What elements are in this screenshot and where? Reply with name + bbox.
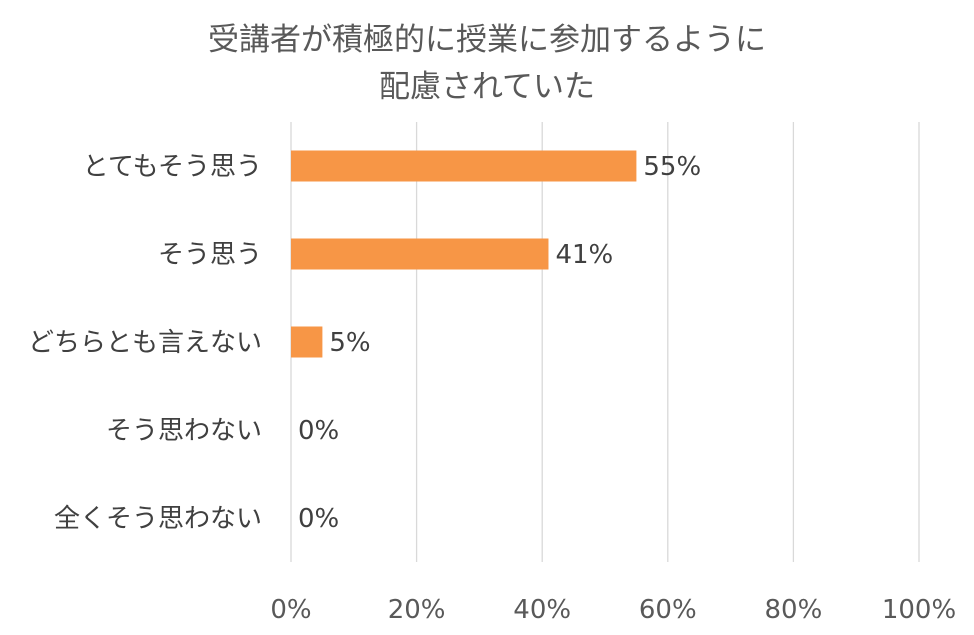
data-label-4: 0% [298, 504, 339, 534]
chart-title-line-2: 配慮されていた [379, 69, 595, 105]
category-label-2: どちらとも言えない [28, 328, 262, 358]
data-label-2: 5% [329, 328, 370, 358]
value-axis-tick-labels: 0% 20% 40% 60% 80% 100% [270, 595, 956, 625]
x-tick-label-3: 60% [639, 595, 697, 625]
data-label-1: 41% [555, 240, 613, 270]
data-labels: 55% 41% 5% 0% 0% [298, 152, 701, 534]
category-label-1: そう思う [158, 240, 262, 270]
data-label-3: 0% [298, 416, 339, 446]
x-tick-label-4: 80% [765, 595, 823, 625]
data-label-0: 55% [643, 152, 701, 182]
gridlines [290, 122, 920, 562]
chart-title: 受講者が積極的に授業に参加するように 配慮されていた [208, 22, 766, 105]
chart-title-line-1: 受講者が積極的に授業に参加するように [208, 22, 766, 58]
category-label-0: とてもそう思う [83, 152, 262, 182]
x-tick-label-5: 100% [882, 595, 956, 625]
x-tick-label-2: 40% [513, 595, 571, 625]
category-label-3: そう思わない [106, 416, 262, 446]
bar-2 [291, 326, 323, 358]
x-tick-label-1: 20% [388, 595, 446, 625]
category-label-4: 全くそう思わない [54, 504, 262, 534]
x-tick-label-0: 0% [270, 595, 311, 625]
bar-0 [291, 150, 637, 182]
bars [291, 150, 637, 358]
bar-1 [291, 238, 549, 270]
